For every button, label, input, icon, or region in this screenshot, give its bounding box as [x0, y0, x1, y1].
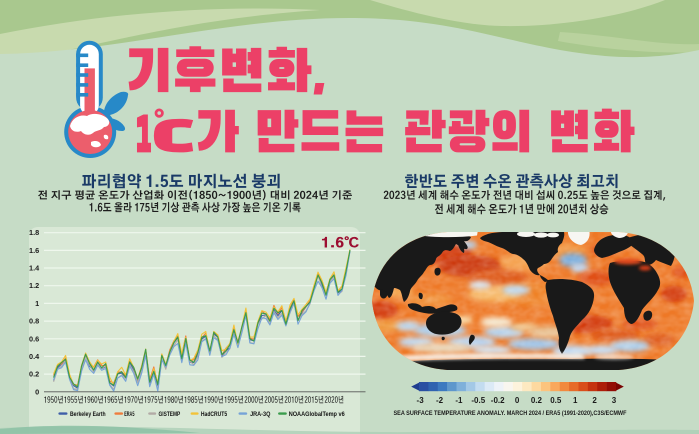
- svg-text:2: 2: [592, 396, 597, 405]
- svg-text:0: 0: [515, 396, 520, 405]
- svg-text:SEA SURFACE TEMPERATURE ANOMAL: SEA SURFACE TEMPERATURE ANOMALY. MARCH 2…: [394, 410, 627, 417]
- svg-text:-3: -3: [417, 396, 425, 405]
- svg-text:JRA-3Q: JRA-3Q: [250, 412, 271, 418]
- svg-text:GISTEMP: GISTEMP: [159, 412, 181, 418]
- svg-text:-0.5: -0.5: [471, 396, 485, 405]
- svg-text:1.2: 1.2: [29, 281, 39, 290]
- svg-text:0.8: 0.8: [29, 317, 39, 326]
- svg-text:NOAAGlobalTemp v6: NOAAGlobalTemp v6: [289, 412, 346, 418]
- svg-text:1.8: 1.8: [29, 228, 39, 237]
- svg-text:1.4: 1.4: [29, 264, 40, 273]
- svg-text:1: 1: [573, 396, 578, 405]
- svg-text:0: 0: [35, 387, 39, 396]
- svg-text:HadCRUT5: HadCRUT5: [201, 412, 228, 418]
- svg-text:0.5: 0.5: [550, 396, 562, 405]
- svg-text:1: 1: [35, 299, 39, 308]
- svg-text:Berkeley Earth: Berkeley Earth: [70, 412, 106, 418]
- svg-text:-1: -1: [455, 396, 463, 405]
- svg-text:ERA5: ERA5: [124, 412, 135, 418]
- svg-text:-2: -2: [436, 396, 444, 405]
- svg-text:3: 3: [612, 396, 617, 405]
- svg-text:1.6: 1.6: [29, 246, 39, 255]
- svg-text:0.4: 0.4: [29, 352, 40, 361]
- svg-text:-0.2: -0.2: [491, 396, 505, 405]
- svg-text:0.2: 0.2: [531, 396, 543, 405]
- svg-text:0.6: 0.6: [29, 334, 39, 343]
- svg-text:0.2: 0.2: [29, 370, 39, 379]
